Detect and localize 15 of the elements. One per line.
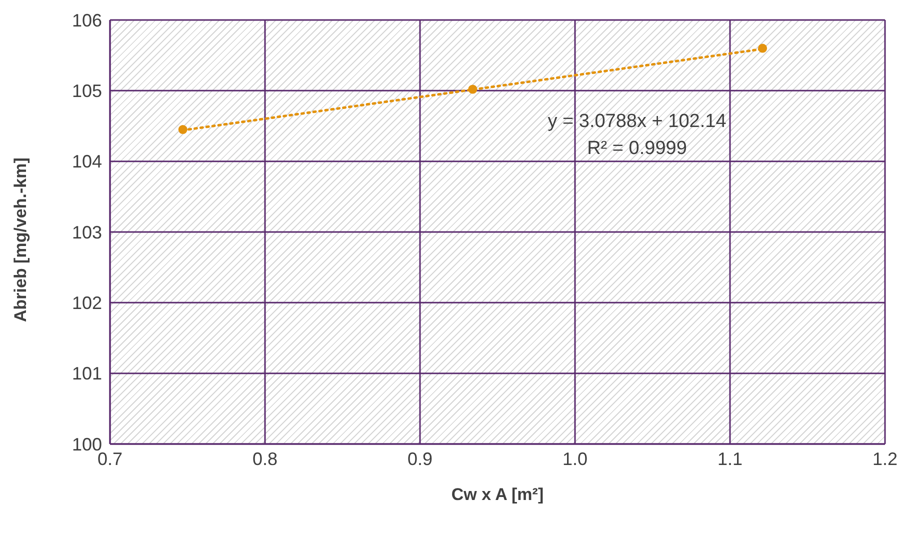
x-tick-label: 1.2 xyxy=(872,448,898,469)
y-tick-label: 106 xyxy=(72,10,102,30)
y-tick-label: 105 xyxy=(72,81,102,102)
y-tick-label: 104 xyxy=(72,152,102,172)
annotation: y = 3.0788x + 102.14 xyxy=(548,111,726,134)
annotation: R² = 0.9999 xyxy=(587,138,687,160)
y-axis-title: Abrieb [mg/veh.-km] xyxy=(11,158,30,322)
x-tick-label: 0.8 xyxy=(252,448,278,469)
x-tick-label: 1.0 xyxy=(562,448,588,469)
y-tick-label: 102 xyxy=(72,293,102,314)
x-tick-label: 1.1 xyxy=(717,448,743,469)
y-tick-label: 103 xyxy=(72,222,102,242)
y-tick-label: 101 xyxy=(72,364,102,384)
x-tick-label: 0.9 xyxy=(407,448,433,469)
x-axis-title: Cw x A [m²] xyxy=(451,485,544,504)
